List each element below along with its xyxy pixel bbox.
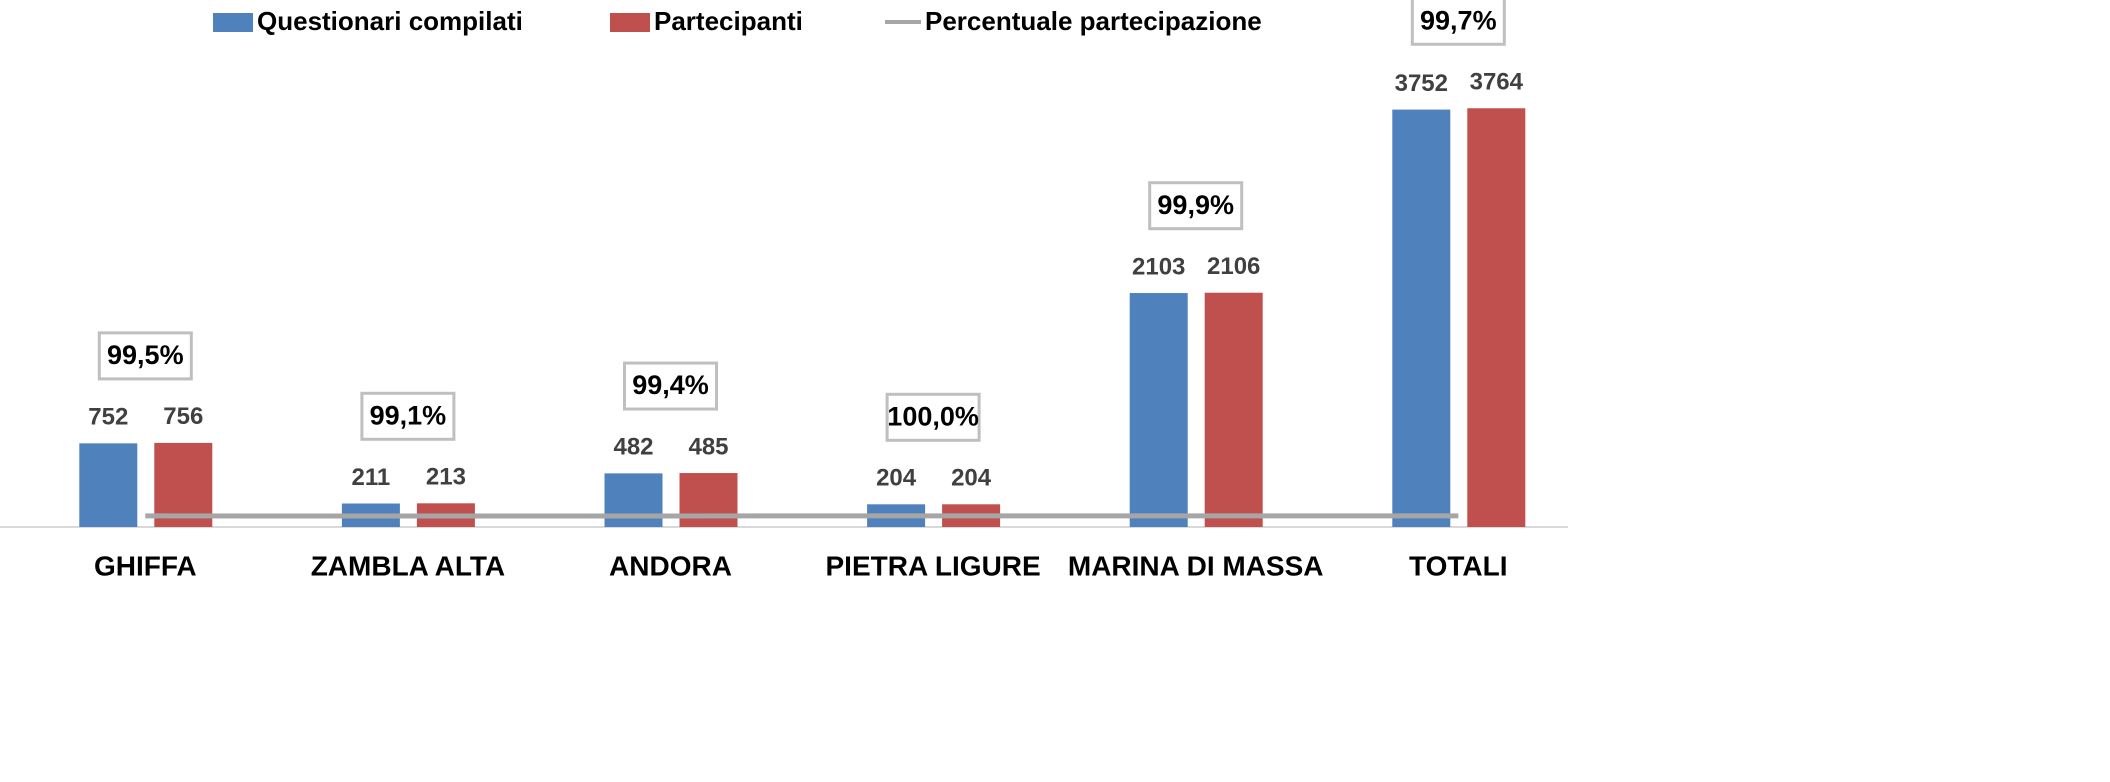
x-tick-label: GHIFFA bbox=[94, 550, 197, 581]
value-label-box bbox=[97, 331, 193, 381]
bar bbox=[1129, 293, 1188, 527]
line-value-label: 99,7% bbox=[1420, 5, 1497, 35]
legend-label: Percentuale partecipazione bbox=[925, 6, 1262, 36]
bar-value-label: 3764 bbox=[1470, 69, 1524, 96]
bar bbox=[1392, 109, 1451, 527]
bar bbox=[1467, 108, 1526, 527]
bar-value-label: 752 bbox=[88, 404, 128, 431]
value-label-box bbox=[1148, 181, 1244, 231]
bar-value-label: 485 bbox=[688, 433, 728, 460]
value-label-box bbox=[623, 361, 718, 411]
x-tick-label: ANDORA bbox=[609, 550, 732, 581]
bar bbox=[154, 442, 213, 527]
x-tick-label: ZAMBLA ALTA bbox=[311, 550, 505, 581]
legend-swatch bbox=[610, 13, 650, 32]
legend-swatch bbox=[213, 13, 253, 32]
line-value-label: 99,9% bbox=[1157, 190, 1234, 220]
line-value-label: 100,0% bbox=[887, 401, 979, 431]
bar bbox=[604, 473, 663, 527]
value-label-box bbox=[885, 392, 981, 442]
bar bbox=[79, 443, 138, 527]
line-value-label: 99,1% bbox=[370, 400, 447, 430]
bar-value-label: 204 bbox=[951, 465, 992, 492]
bar-value-label: 2106 bbox=[1207, 253, 1260, 280]
x-tick-label: TOTALI bbox=[1409, 550, 1508, 581]
legend-label: Questionari compilati bbox=[257, 6, 523, 36]
x-tick-label: MARINA DI MASSA bbox=[1068, 550, 1324, 581]
bar-value-label: 3752 bbox=[1395, 70, 1448, 97]
bar-value-label: 211 bbox=[352, 464, 391, 491]
legend-label: Partecipanti bbox=[654, 6, 803, 36]
bar bbox=[679, 473, 738, 527]
bar-value-label: 756 bbox=[163, 403, 203, 430]
bar-value-label: 482 bbox=[613, 434, 653, 461]
value-label-box bbox=[360, 391, 456, 441]
bar bbox=[1204, 292, 1263, 527]
line-value-label: 99,4% bbox=[632, 370, 709, 400]
line-value-label: 99,5% bbox=[107, 340, 184, 370]
value-label-box bbox=[1410, 0, 1506, 46]
x-tick-label: PIETRA LIGURE bbox=[825, 550, 1040, 581]
bar-value-label: 204 bbox=[876, 465, 917, 492]
bar-value-label: 2103 bbox=[1132, 253, 1185, 280]
bar-value-label: 213 bbox=[426, 464, 466, 491]
